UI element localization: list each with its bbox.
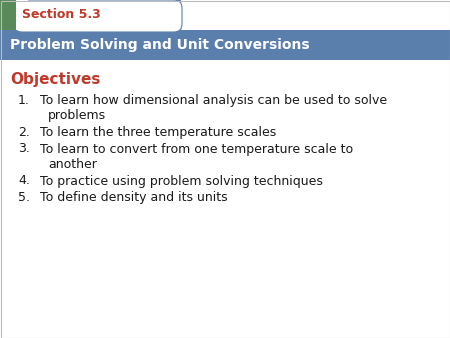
Text: To learn the three temperature scales: To learn the three temperature scales [40, 126, 276, 139]
Bar [0, 60, 450, 338]
Text: To learn how dimensional analysis can be used to solve: To learn how dimensional analysis can be… [40, 94, 387, 107]
Text: To learn to convert from one temperature scale to: To learn to convert from one temperature… [40, 143, 353, 155]
Bar [0, 0, 16, 30]
Text: Objectives: Objectives [10, 72, 100, 87]
Text: To practice using problem solving techniques: To practice using problem solving techni… [40, 174, 323, 188]
Text: problems: problems [48, 110, 106, 122]
FancyBboxPatch shape [14, 0, 182, 32]
Text: another: another [48, 158, 97, 171]
Text: 5.: 5. [18, 191, 30, 204]
Bar [0, 30, 450, 60]
Text: 1.: 1. [18, 94, 30, 107]
Text: To define density and its units: To define density and its units [40, 191, 228, 204]
Text: Problem Solving and Unit Conversions: Problem Solving and Unit Conversions [10, 38, 310, 52]
Text: 3.: 3. [18, 143, 30, 155]
Bar [0, 0, 180, 30]
Text: 4.: 4. [18, 174, 30, 188]
Text: Section 5.3: Section 5.3 [22, 8, 101, 22]
Text: 2.: 2. [18, 126, 30, 139]
Bar [16, 0, 28, 30]
